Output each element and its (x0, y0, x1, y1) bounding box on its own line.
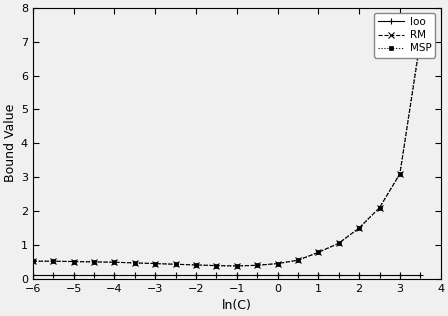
MSP (153, 262, 158, 265)
RM (234, 264, 240, 268)
MSP (30, 259, 35, 263)
loo (275, 274, 280, 277)
loo (153, 274, 158, 277)
loo (132, 274, 138, 277)
MSP (397, 172, 403, 176)
MSP (173, 262, 178, 266)
RM (316, 251, 321, 254)
loo (214, 274, 219, 277)
Legend: loo, RM, MSP: loo, RM, MSP (374, 13, 435, 58)
loo (194, 274, 199, 277)
MSP (275, 262, 280, 265)
MSP (254, 263, 260, 267)
loo (112, 274, 117, 277)
MSP (91, 260, 97, 264)
Line: loo: loo (30, 273, 423, 278)
RM (336, 241, 341, 245)
MSP (336, 241, 341, 245)
RM (91, 260, 97, 264)
loo (377, 274, 382, 277)
RM (51, 259, 56, 263)
loo (30, 274, 35, 277)
Line: MSP: MSP (30, 36, 423, 268)
MSP (418, 36, 423, 40)
loo (316, 274, 321, 277)
RM (173, 262, 178, 266)
MSP (132, 261, 138, 265)
loo (234, 274, 240, 277)
RM (418, 40, 423, 44)
RM (30, 259, 35, 263)
RM (112, 260, 117, 264)
RM (377, 206, 382, 210)
Line: RM: RM (30, 39, 423, 269)
RM (397, 172, 403, 176)
RM (254, 263, 260, 267)
loo (51, 274, 56, 277)
loo (91, 274, 97, 277)
MSP (194, 263, 199, 267)
RM (214, 264, 219, 268)
loo (295, 274, 301, 277)
RM (194, 263, 199, 267)
RM (71, 260, 76, 264)
X-axis label: ln(C): ln(C) (222, 299, 252, 312)
MSP (214, 264, 219, 268)
loo (173, 274, 178, 277)
Y-axis label: Bound Value: Bound Value (4, 104, 17, 182)
RM (275, 262, 280, 265)
MSP (51, 259, 56, 263)
MSP (316, 251, 321, 254)
loo (336, 274, 341, 277)
loo (397, 274, 403, 277)
RM (153, 262, 158, 265)
loo (418, 274, 423, 277)
loo (357, 274, 362, 277)
loo (254, 274, 260, 277)
RM (132, 261, 138, 265)
MSP (377, 206, 382, 210)
MSP (71, 260, 76, 264)
RM (295, 258, 301, 262)
MSP (295, 258, 301, 262)
MSP (234, 264, 240, 268)
RM (357, 226, 362, 230)
MSP (112, 260, 117, 264)
MSP (357, 226, 362, 230)
loo (71, 274, 76, 277)
